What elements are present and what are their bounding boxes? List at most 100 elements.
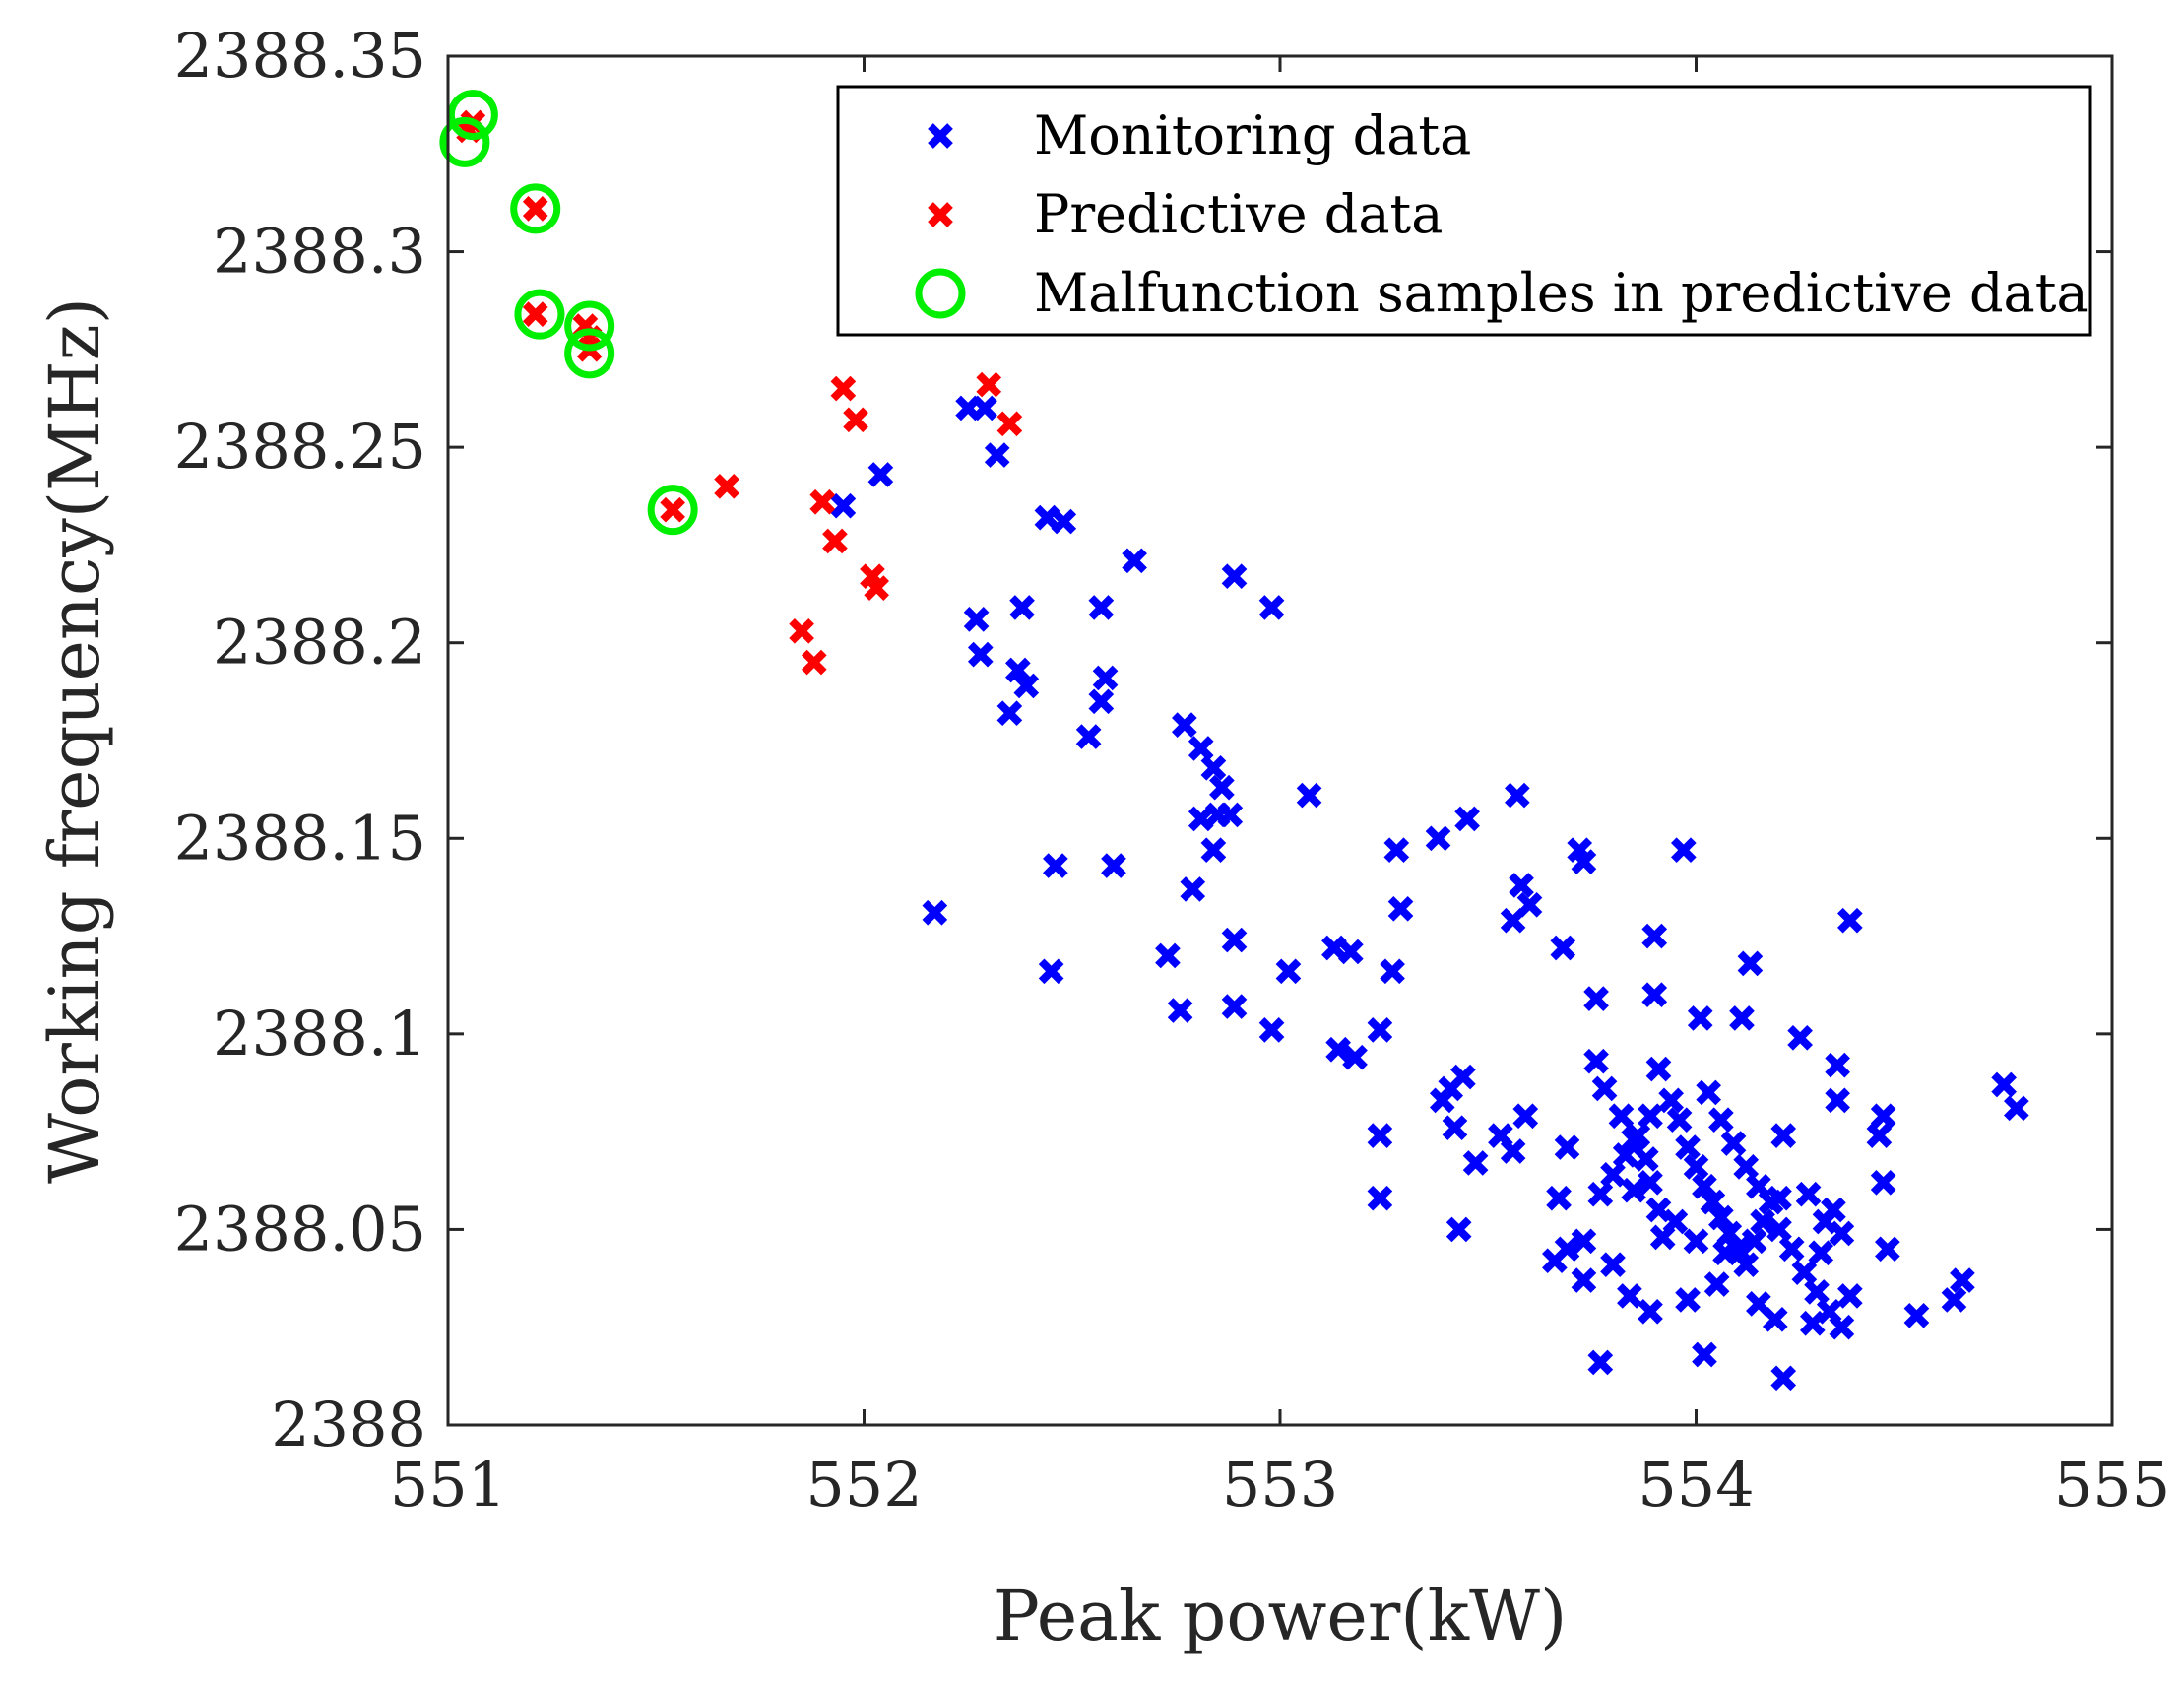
monitoring-point: [1729, 1005, 1755, 1031]
monitoring-point: [830, 492, 857, 519]
plot-marks: [439, 90, 2029, 1392]
malfunction-marker: [564, 300, 615, 352]
monitoring-point: [1013, 673, 1040, 699]
malfunction-marker: [447, 90, 498, 141]
monitoring-point: [1683, 1228, 1709, 1255]
y-tick-label: 2388.15: [174, 802, 426, 874]
monitoring-point: [1516, 891, 1543, 918]
monitoring-point: [1787, 1025, 1813, 1051]
monitoring-point: [1571, 1267, 1597, 1293]
monitoring-point: [1367, 1017, 1393, 1043]
monitoring-point: [1621, 1177, 1646, 1203]
monitoring-point: [1941, 1287, 1967, 1313]
monitoring-point: [1720, 1131, 1747, 1156]
monitoring-point: [1075, 724, 1102, 749]
monitoring-point: [1554, 1134, 1580, 1160]
monitoring-point: [1808, 1240, 1834, 1266]
monitoring-point: [1221, 994, 1248, 1019]
monitoring-point: [1038, 958, 1064, 985]
monitoring-point: [1712, 1240, 1738, 1266]
monitoring-point: [1587, 1349, 1614, 1376]
monitoring-point: [1445, 1216, 1472, 1243]
monitoring-point: [1638, 1169, 1663, 1196]
monitoring-point: [1791, 1260, 1818, 1285]
legend: Monitoring data Predictive data Malfunctio…: [836, 85, 2092, 337]
monitoring-point: [1591, 1075, 1618, 1102]
monitoring-point: [1122, 548, 1147, 574]
legend-item-malfunction-marker: [915, 268, 966, 319]
monitoring-point: [2003, 1095, 2029, 1122]
monitoring-point: [1546, 1185, 1572, 1211]
monitoring-point: [1171, 712, 1197, 738]
legend-item-monitoring: Monitoring data: [928, 104, 1471, 166]
monitoring-point: [1638, 1103, 1663, 1130]
monitoring-point: [963, 607, 990, 632]
monitoring-point: [1625, 1123, 1651, 1148]
monitoring-point: [1641, 923, 1668, 949]
malfunction-marker: [514, 289, 565, 340]
monitoring-point: [1200, 837, 1227, 864]
monitoring-point: [972, 395, 997, 421]
monitoring-point: [1442, 1115, 1468, 1140]
monitoring-point: [1825, 1052, 1850, 1078]
monitoring-point: [1221, 563, 1248, 590]
x-tick-label: 551: [390, 1449, 506, 1521]
monitoring-point: [1762, 1306, 1788, 1332]
monitoring-point: [1034, 504, 1060, 531]
malfunction-marker: [564, 328, 615, 379]
monitoring-point: [1836, 1283, 1863, 1309]
monitoring-point: [1051, 508, 1077, 535]
monitoring-point: [1380, 958, 1405, 985]
monitoring-point: [1342, 1044, 1368, 1070]
monitoring-point: [1766, 1216, 1792, 1243]
monitoring-point: [1200, 754, 1227, 781]
legend-item-malfunction-label: Malfunction samples in predictive data: [1034, 262, 2088, 324]
legend-item-monitoring-marker: [928, 123, 953, 149]
monitoring-point: [1687, 1005, 1713, 1031]
monitoring-point: [1425, 825, 1451, 852]
monitoring-point: [1188, 806, 1214, 832]
y-tick-label: 2388.05: [174, 1193, 426, 1264]
predictive-point: [789, 617, 814, 644]
monitoring-point: [1991, 1071, 2017, 1098]
y-tick-label: 2388.3: [213, 216, 426, 288]
monitoring-point: [1799, 1310, 1826, 1336]
monitoring-point: [1670, 837, 1697, 864]
malfunction-marker: [647, 485, 698, 536]
monitoring-point: [1825, 1087, 1850, 1114]
monitoring-point: [1804, 1279, 1830, 1305]
monitoring-point: [1500, 1138, 1526, 1164]
monitoring-point: [922, 899, 948, 926]
monitoring-point: [1750, 1208, 1775, 1235]
y-tick-label: 2388: [271, 1389, 426, 1460]
monitoring-point: [1641, 982, 1668, 1007]
monitoring-point: [1778, 1236, 1805, 1263]
monitoring-point: [1662, 1208, 1689, 1235]
monitoring-point: [1866, 1123, 1893, 1148]
monitoring-point: [1795, 1181, 1822, 1207]
predictive-point: [830, 375, 857, 402]
monitoring-point: [984, 442, 1010, 468]
monitoring-point: [1633, 1146, 1659, 1172]
monitoring-point: [1770, 1123, 1797, 1148]
monitoring-point: [1387, 895, 1414, 922]
monitoring-point: [1829, 1314, 1855, 1340]
malfunction-marker: [439, 116, 490, 167]
monitoring-point-series: [830, 395, 2029, 1392]
monitoring-point: [1550, 935, 1576, 961]
x-axis-title: Peak power(kW): [994, 1576, 1568, 1656]
monitoring-point: [1221, 927, 1248, 953]
monitoring-point: [1692, 1173, 1717, 1199]
malfunction-marker-series: [439, 90, 698, 536]
monitoring-point: [1875, 1236, 1900, 1263]
monitoring-point: [1275, 958, 1302, 985]
monitoring-point: [1903, 1302, 1930, 1328]
monitoring-point: [1509, 873, 1534, 898]
monitoring-point: [1088, 688, 1115, 715]
monitoring-point: [1101, 853, 1126, 878]
monitoring-point: [1708, 1107, 1734, 1133]
monitoring-point: [1658, 1087, 1684, 1114]
monitoring-point: [1770, 1365, 1797, 1392]
monitoring-point: [1088, 595, 1115, 620]
